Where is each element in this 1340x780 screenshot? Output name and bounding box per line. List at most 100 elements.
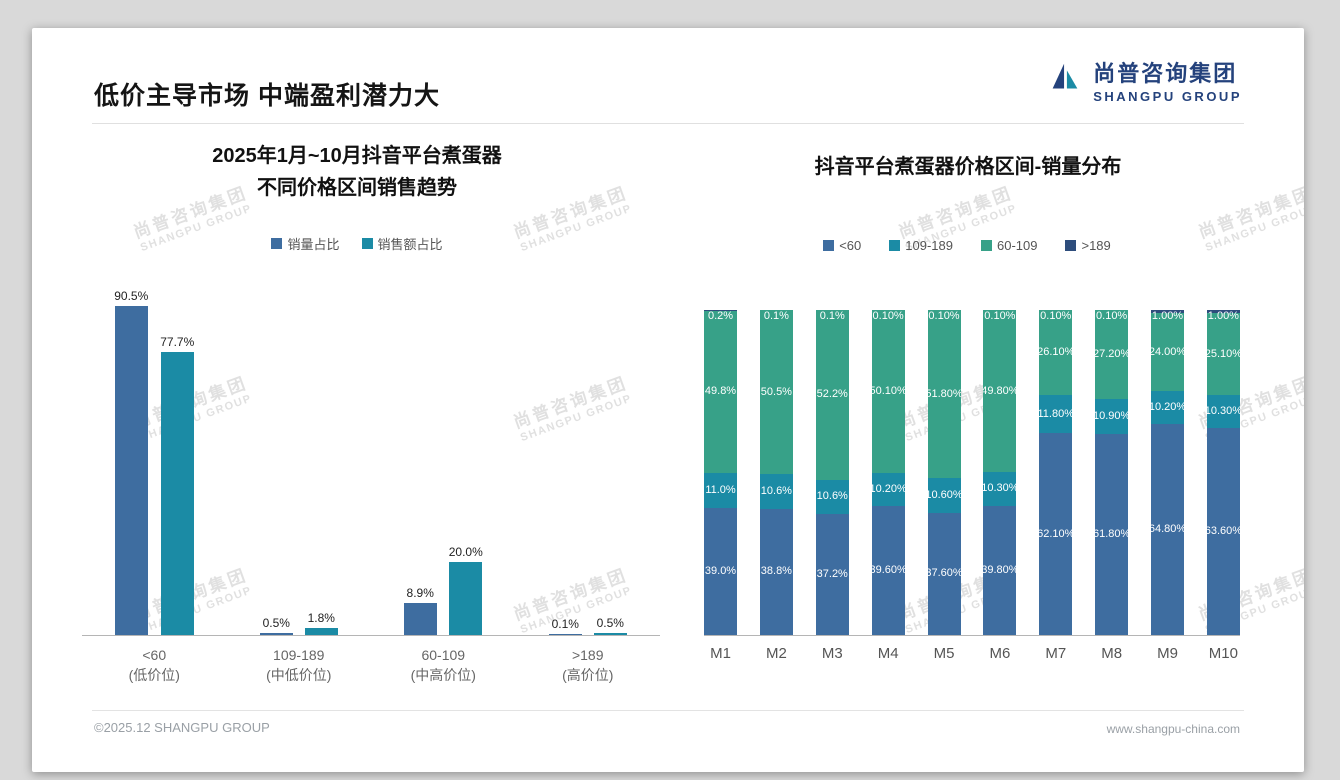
watermark-text-cn: 尚普咨询集团 bbox=[1196, 183, 1304, 243]
bar-value-label: 0.1% bbox=[551, 617, 579, 632]
left-chart-x-axis: <60 (低价位) 109-189 (中低价位) 60-109 (中高价位) >189 (高价… bbox=[82, 645, 660, 686]
bar-segment bbox=[927, 478, 961, 513]
month-label: M4 bbox=[877, 645, 899, 662]
bar-labels: 37.60% 10.60% 51.80% 0.10% bbox=[928, 310, 961, 635]
bar-column: 90.5% bbox=[114, 268, 148, 635]
bar-column: 0.1% bbox=[548, 268, 582, 635]
segment-value-label: 0.1% bbox=[763, 310, 789, 322]
segment-value-label: 1.00% bbox=[1207, 310, 1239, 322]
bar-segment bbox=[1095, 434, 1129, 635]
footer-url: www.shangpu-china.com bbox=[1106, 722, 1240, 736]
bar-segment bbox=[983, 505, 1017, 635]
stacked-bar: 63.60% 10.30% 25.10% 1.00% bbox=[1206, 310, 1240, 635]
segment-value-label: 0.10% bbox=[984, 310, 1016, 322]
logo-mark-icon bbox=[1046, 59, 1084, 102]
segment-value-label: 39.60% bbox=[871, 564, 905, 577]
footer-divider bbox=[92, 710, 1244, 711]
legend-swatch bbox=[889, 240, 901, 251]
legend-swatch bbox=[1065, 240, 1077, 251]
stacked-bar: 39.80% 10.30% 49.80% 0.10% bbox=[983, 310, 1017, 635]
legend-item: 60-109 bbox=[981, 238, 1037, 253]
segment-value-label: 25.10% bbox=[1206, 347, 1240, 360]
category-tier: (高价位) bbox=[562, 667, 614, 684]
legend-swatch bbox=[361, 238, 373, 249]
logo-name-en: SHANGPU GROUP bbox=[1093, 89, 1242, 104]
bar-labels: 63.60% 10.30% 25.10% 1.00% bbox=[1207, 310, 1240, 635]
bar-labels: 37.2% 10.6% 52.2% 0.1% bbox=[816, 310, 849, 635]
bar bbox=[259, 633, 293, 635]
bar bbox=[593, 633, 627, 635]
stacked-bar: 39.60% 10.20% 50.10% 0.10% bbox=[871, 310, 905, 635]
bar-segment bbox=[1151, 424, 1184, 635]
segment-value-label: 10.30% bbox=[1206, 405, 1240, 418]
bar-labels: 39.0% 11.0% 49.8% 0.2% bbox=[704, 310, 737, 635]
left-chart-title: 2025年1月~10月抖音平台煮蛋器 不同价格区间销售趋势 bbox=[127, 140, 587, 204]
legend-label: 销售额占比 bbox=[377, 237, 443, 252]
segment-value-label: 39.0% bbox=[704, 565, 737, 578]
bar bbox=[403, 602, 437, 635]
bar-segment bbox=[1206, 394, 1240, 429]
bar-value-label: 90.5% bbox=[114, 288, 149, 303]
category-range: <60 bbox=[142, 647, 167, 663]
segment-value-label: 10.60% bbox=[927, 489, 961, 502]
bar-segment bbox=[704, 508, 737, 635]
legend-item: 销售额占比 bbox=[361, 234, 443, 253]
legend-label: <60 bbox=[839, 238, 862, 253]
segment-value-label: 38.8% bbox=[760, 565, 792, 578]
month-label: M6 bbox=[989, 645, 1011, 662]
bar bbox=[160, 352, 194, 635]
bar-segment bbox=[983, 472, 1017, 506]
month-label: M3 bbox=[821, 645, 843, 662]
bar-group: 8.9% 20.0% bbox=[388, 268, 498, 635]
stacked-bar: 39.0% 11.0% 49.8% 0.2% bbox=[704, 310, 737, 635]
page-title: 低价主导市场 中端盈利潜力大 bbox=[94, 82, 440, 110]
bar-labels: 38.8% 10.6% 50.5% 0.1% bbox=[760, 310, 793, 635]
bar-column: 20.0% bbox=[449, 268, 483, 635]
category-tier: (中高价位) bbox=[410, 667, 476, 684]
bar bbox=[449, 562, 483, 635]
category-label: 109-189 (中低价位) bbox=[244, 645, 354, 686]
bar-segment bbox=[815, 479, 849, 515]
bar-segment bbox=[927, 310, 961, 479]
segment-value-label: 11.80% bbox=[1039, 407, 1073, 420]
stacked-bar: 37.60% 10.60% 51.80% 0.10% bbox=[927, 310, 961, 635]
segment-value-label: 37.60% bbox=[927, 567, 961, 580]
segment-value-label: 64.80% bbox=[1151, 523, 1184, 536]
segment-value-label: 26.10% bbox=[1039, 345, 1073, 358]
legend-label: >189 bbox=[1081, 238, 1111, 253]
segment-value-label: 49.8% bbox=[704, 385, 737, 398]
bar-segment bbox=[1151, 313, 1184, 392]
bar-segment bbox=[1039, 310, 1073, 395]
watermark-text-cn: 尚普咨询集团 bbox=[896, 183, 1016, 243]
bar-segment bbox=[704, 472, 737, 509]
segment-value-label: 63.60% bbox=[1206, 525, 1240, 538]
category-label: >189 (高价位) bbox=[533, 645, 643, 686]
segment-value-label: 39.80% bbox=[983, 563, 1017, 576]
legend-swatch bbox=[823, 240, 835, 251]
bar-column: 77.7% bbox=[160, 268, 194, 635]
bar-segment bbox=[927, 512, 961, 635]
right-chart-legend: <60 109-189 60-109 >189 bbox=[712, 238, 1222, 253]
bar-column: 0.5% bbox=[593, 268, 627, 635]
month-label: M9 bbox=[1157, 645, 1178, 662]
bar-segment bbox=[1095, 398, 1129, 435]
legend-label: 109-189 bbox=[905, 238, 953, 253]
bar-segment bbox=[759, 310, 793, 475]
legend-item: <60 bbox=[823, 238, 861, 253]
segment-value-label: 50.10% bbox=[871, 385, 905, 398]
segment-value-label: 0.1% bbox=[819, 310, 845, 322]
stacked-bar: 61.80% 10.90% 27.20% 0.10% bbox=[1095, 310, 1129, 635]
category-label: 60-109 (中高价位) bbox=[388, 645, 498, 686]
bar-segment bbox=[815, 310, 849, 480]
right-chart-plot: 39.0% 11.0% 49.8% 0.2% 38.8% 10.6% 50.5% 0.1% 37… bbox=[704, 310, 1240, 636]
legend-label: 销量占比 bbox=[287, 237, 340, 252]
category-range: 109-189 bbox=[273, 647, 325, 663]
segment-value-label: 27.20% bbox=[1095, 348, 1129, 361]
segment-value-label: 11.0% bbox=[705, 483, 736, 496]
title-divider bbox=[92, 123, 1244, 124]
bar-segment bbox=[871, 506, 905, 635]
legend-item: 109-189 bbox=[889, 238, 953, 253]
month-label: M2 bbox=[765, 645, 787, 662]
left-chart-title-line1: 2025年1月~10月抖音平台煮蛋器 bbox=[212, 145, 502, 167]
